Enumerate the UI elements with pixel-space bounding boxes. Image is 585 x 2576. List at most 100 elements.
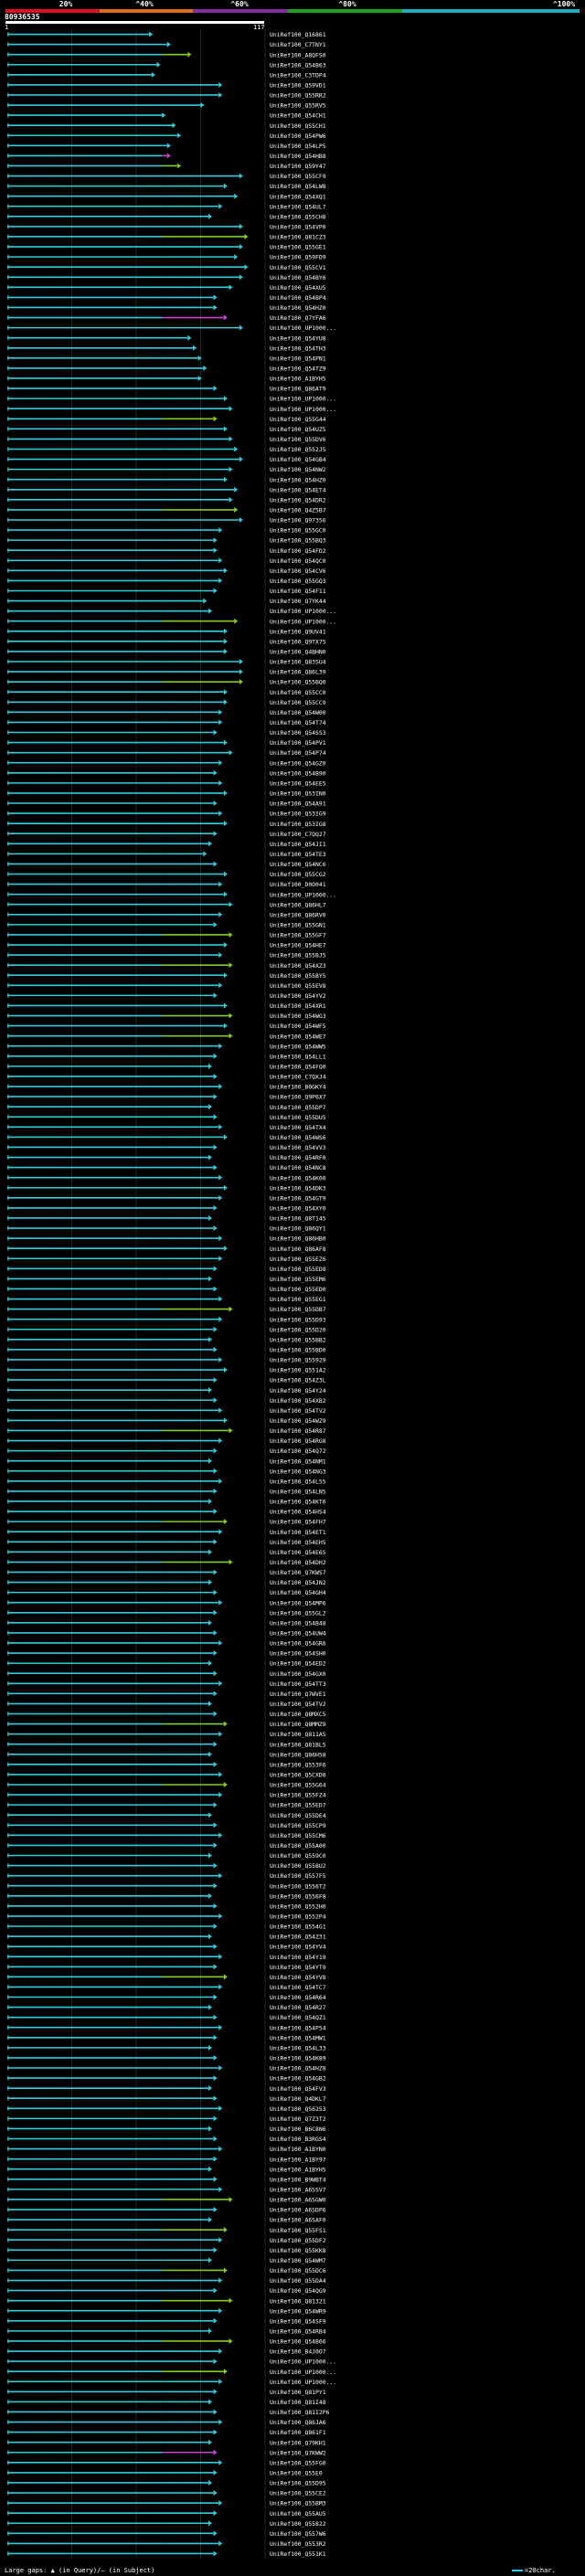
hit-row[interactable]: UniRef100_Q55CH1	[7, 122, 326, 130]
hit-label[interactable]: UniRef100_Q54HE7	[270, 942, 326, 949]
hit-label[interactable]: UniRef100_D0O041	[270, 881, 326, 888]
hit-label[interactable]: UniRef100_Q54EH5	[270, 1539, 326, 1546]
hit-row[interactable]: UniRef100_Q7KWS7	[7, 1569, 326, 1576]
hit-label[interactable]: UniRef100_Q54MP6	[270, 1599, 326, 1606]
hit-label[interactable]: UniRef100_Q54K89	[270, 2055, 326, 2062]
hit-row[interactable]: UniRef100_Q54MW1	[7, 2034, 326, 2041]
hit-label[interactable]: UniRef100_Q81CZ3	[270, 234, 326, 241]
hit-row[interactable]: UniRef100_Q54Y24	[7, 1387, 326, 1394]
hit-row[interactable]: UniRef100_Q55BB2	[7, 1336, 326, 1343]
hit-label[interactable]: UniRef100_Q54R64	[270, 1994, 326, 2001]
hit-label[interactable]: UniRef100_A1BY97	[270, 2156, 326, 2163]
hit-label[interactable]: UniRef100_Q55CV1	[270, 264, 326, 271]
hit-label[interactable]: UniRef100_Q54F11	[270, 588, 326, 595]
hit-label[interactable]: UniRef100_Q54SF9	[270, 2317, 326, 2325]
hit-row[interactable]: UniRef100_Q55A00	[7, 1842, 326, 1850]
hit-row[interactable]: UniRef100_Q54NC6	[7, 861, 326, 868]
hit-label[interactable]: UniRef100_Q54T74	[270, 719, 326, 726]
hit-row[interactable]: UniRef100_Q54XR1	[7, 1002, 326, 1010]
hit-row[interactable]: UniRef100_Q55CM6	[7, 1832, 326, 1839]
hit-label[interactable]: UniRef100_Q55BB2	[270, 1336, 326, 1343]
hit-label[interactable]: UniRef100_Q55EG1	[270, 1296, 326, 1303]
hit-row[interactable]: UniRef100_Q81CZ3	[7, 234, 326, 241]
hit-row[interactable]: UniRef100_Q4BHN0	[7, 649, 326, 656]
hit-row[interactable]: UniRef100_Q55EG1	[7, 1296, 326, 1303]
hit-row[interactable]: UniRef100_Q55ED8	[7, 1266, 326, 1273]
hit-label[interactable]: UniRef100_Q7Z3T2	[270, 2115, 326, 2123]
hit-label[interactable]: UniRef100_Q7KWW2	[270, 2449, 326, 2456]
hit-label[interactable]: UniRef100_Q54Y24	[270, 1387, 326, 1394]
hit-row[interactable]: UniRef100_Q55G64	[7, 1782, 326, 1789]
hit-row[interactable]: UniRef100_Q54KT6	[7, 1499, 326, 1506]
hit-label[interactable]: UniRef100_Q54R27	[270, 2004, 326, 2011]
hit-row[interactable]: UniRef100_Q55EV8	[7, 982, 326, 990]
hit-row[interactable]: UniRef100_Q54EH5	[7, 1539, 326, 1546]
hit-label[interactable]: UniRef100_Q54TH3	[270, 345, 326, 352]
hit-label[interactable]: UniRef100_Q54EE5	[270, 779, 326, 787]
hit-row[interactable]: UniRef100_Q54JN2	[7, 1579, 326, 1586]
hit-label[interactable]: UniRef100_A1BYH5	[270, 376, 326, 383]
hit-label[interactable]: UniRef100_Q54GZ0	[270, 759, 326, 767]
hit-label[interactable]: UniRef100_Q55BQ0	[270, 679, 326, 686]
hit-label[interactable]: UniRef100_Q54QZ1	[270, 2014, 326, 2021]
hit-label[interactable]: UniRef100_C7QXJ4	[270, 1074, 326, 1081]
hit-label[interactable]: UniRef100_Q811A5	[270, 1731, 326, 1738]
hit-row[interactable]: UniRef100_UP1000...	[7, 2359, 336, 2366]
hit-label[interactable]: UniRef100_UP1000...	[270, 406, 336, 413]
hit-label[interactable]: UniRef100_Q54GX0	[270, 1670, 326, 1678]
hit-row[interactable]: UniRef100_Q54K89	[7, 2055, 326, 2062]
hit-label[interactable]: UniRef100_Q54NG3	[270, 1468, 326, 1475]
hit-row[interactable]: UniRef100_Q7WVE1	[7, 1691, 326, 1698]
hit-row[interactable]: UniRef100_Q55BD0	[7, 1346, 326, 1353]
hit-row[interactable]: UniRef100_C7QXJ4	[7, 1074, 326, 1081]
hit-label[interactable]: UniRef100_Q55G44	[270, 416, 326, 423]
hit-label[interactable]: UniRef100_Q54TE3	[270, 851, 326, 858]
hit-label[interactable]: UniRef100_Q55CF9	[270, 173, 326, 180]
hit-label[interactable]: UniRef100_Q86RV0	[270, 911, 326, 918]
hit-row[interactable]: UniRef100_Q54HZ0	[7, 304, 326, 312]
hit-label[interactable]: UniRef100_Q553R2	[270, 2540, 326, 2548]
hit-label[interactable]: UniRef100_Q86L39	[270, 669, 326, 676]
hit-label[interactable]: UniRef100_Q55CH8	[270, 213, 326, 220]
hit-row[interactable]: UniRef100_Q54Z3L	[7, 1377, 326, 1384]
hit-label[interactable]: UniRef100_B3RGS4	[270, 2136, 326, 2143]
hit-row[interactable]: UniRef100_Q54K00	[7, 1174, 326, 1182]
hit-label[interactable]: UniRef100_Q54YT9	[270, 1964, 326, 1971]
hit-label[interactable]: UniRef100_Q54WS6	[270, 1134, 326, 1141]
hit-row[interactable]: UniRef100_Q54HZ0	[7, 476, 326, 483]
hit-row[interactable]: UniRef100_Q86JA6	[7, 2419, 326, 2426]
hit-label[interactable]: UniRef100_Q7YK44	[270, 598, 326, 605]
hit-label[interactable]: UniRef100_A8QFS0	[270, 51, 326, 58]
hit-label[interactable]: UniRef100_B0GKY4	[270, 1084, 326, 1091]
hit-label[interactable]: UniRef100_Q556F8	[270, 1892, 326, 1900]
hit-row[interactable]: UniRef100_Q54R27	[7, 2004, 326, 2011]
hit-label[interactable]: UniRef100_Q55D93	[270, 1316, 326, 1323]
hit-row[interactable]: UniRef100_B6C8N6	[7, 2125, 326, 2133]
hit-row[interactable]: UniRef100_Q55G44	[7, 416, 326, 423]
hit-label[interactable]: UniRef100_Q54XZ3	[270, 962, 326, 970]
hit-row[interactable]: UniRef100_UP1000...	[7, 618, 336, 625]
hit-row[interactable]: UniRef100_Q81321	[7, 2297, 326, 2305]
hit-label[interactable]: UniRef100_Q9P6X7	[270, 1094, 326, 1101]
hit-row[interactable]: UniRef100_Q55RR2	[7, 92, 326, 100]
hit-row[interactable]: UniRef100_Q55BY5	[7, 972, 326, 980]
hit-row[interactable]: UniRef100_Q54SF9	[7, 2317, 326, 2325]
hit-row[interactable]: UniRef100_Q55DV6	[7, 436, 326, 443]
hit-row[interactable]: UniRef100_Q9P6X7	[7, 1094, 326, 1101]
hit-row[interactable]: UniRef100_Q55ED0	[7, 1286, 326, 1293]
hit-label[interactable]: UniRef100_Q54SH0	[270, 1650, 326, 1658]
hit-label[interactable]: UniRef100_Q4BHN0	[270, 649, 326, 656]
hit-label[interactable]: UniRef100_Q55DP7	[270, 1104, 326, 1111]
hit-label[interactable]: UniRef100_B9WBT4	[270, 2176, 326, 2183]
hit-label[interactable]: UniRef100_Q7KWS7	[270, 1569, 326, 1576]
hit-row[interactable]: UniRef100_Q86QY1	[7, 1225, 326, 1233]
hit-row[interactable]: UniRef100_A6SSV7	[7, 2186, 326, 2193]
hit-row[interactable]: UniRef100_Q55BJ5	[7, 952, 326, 959]
hit-label[interactable]: UniRef100_A6SGW0	[270, 2197, 326, 2204]
hit-row[interactable]: UniRef100_Q54R87	[7, 1427, 326, 1435]
hit-row[interactable]: UniRef100_Q54QC0	[7, 557, 326, 565]
hit-row[interactable]: UniRef100_Q54CV6	[7, 567, 326, 575]
hit-label[interactable]: UniRef100_Q5CXD8	[270, 1772, 326, 1779]
hit-row[interactable]: UniRef100_Q55DP7	[7, 1104, 326, 1111]
hit-label[interactable]: UniRef100_Q55ED7	[270, 1802, 326, 1809]
